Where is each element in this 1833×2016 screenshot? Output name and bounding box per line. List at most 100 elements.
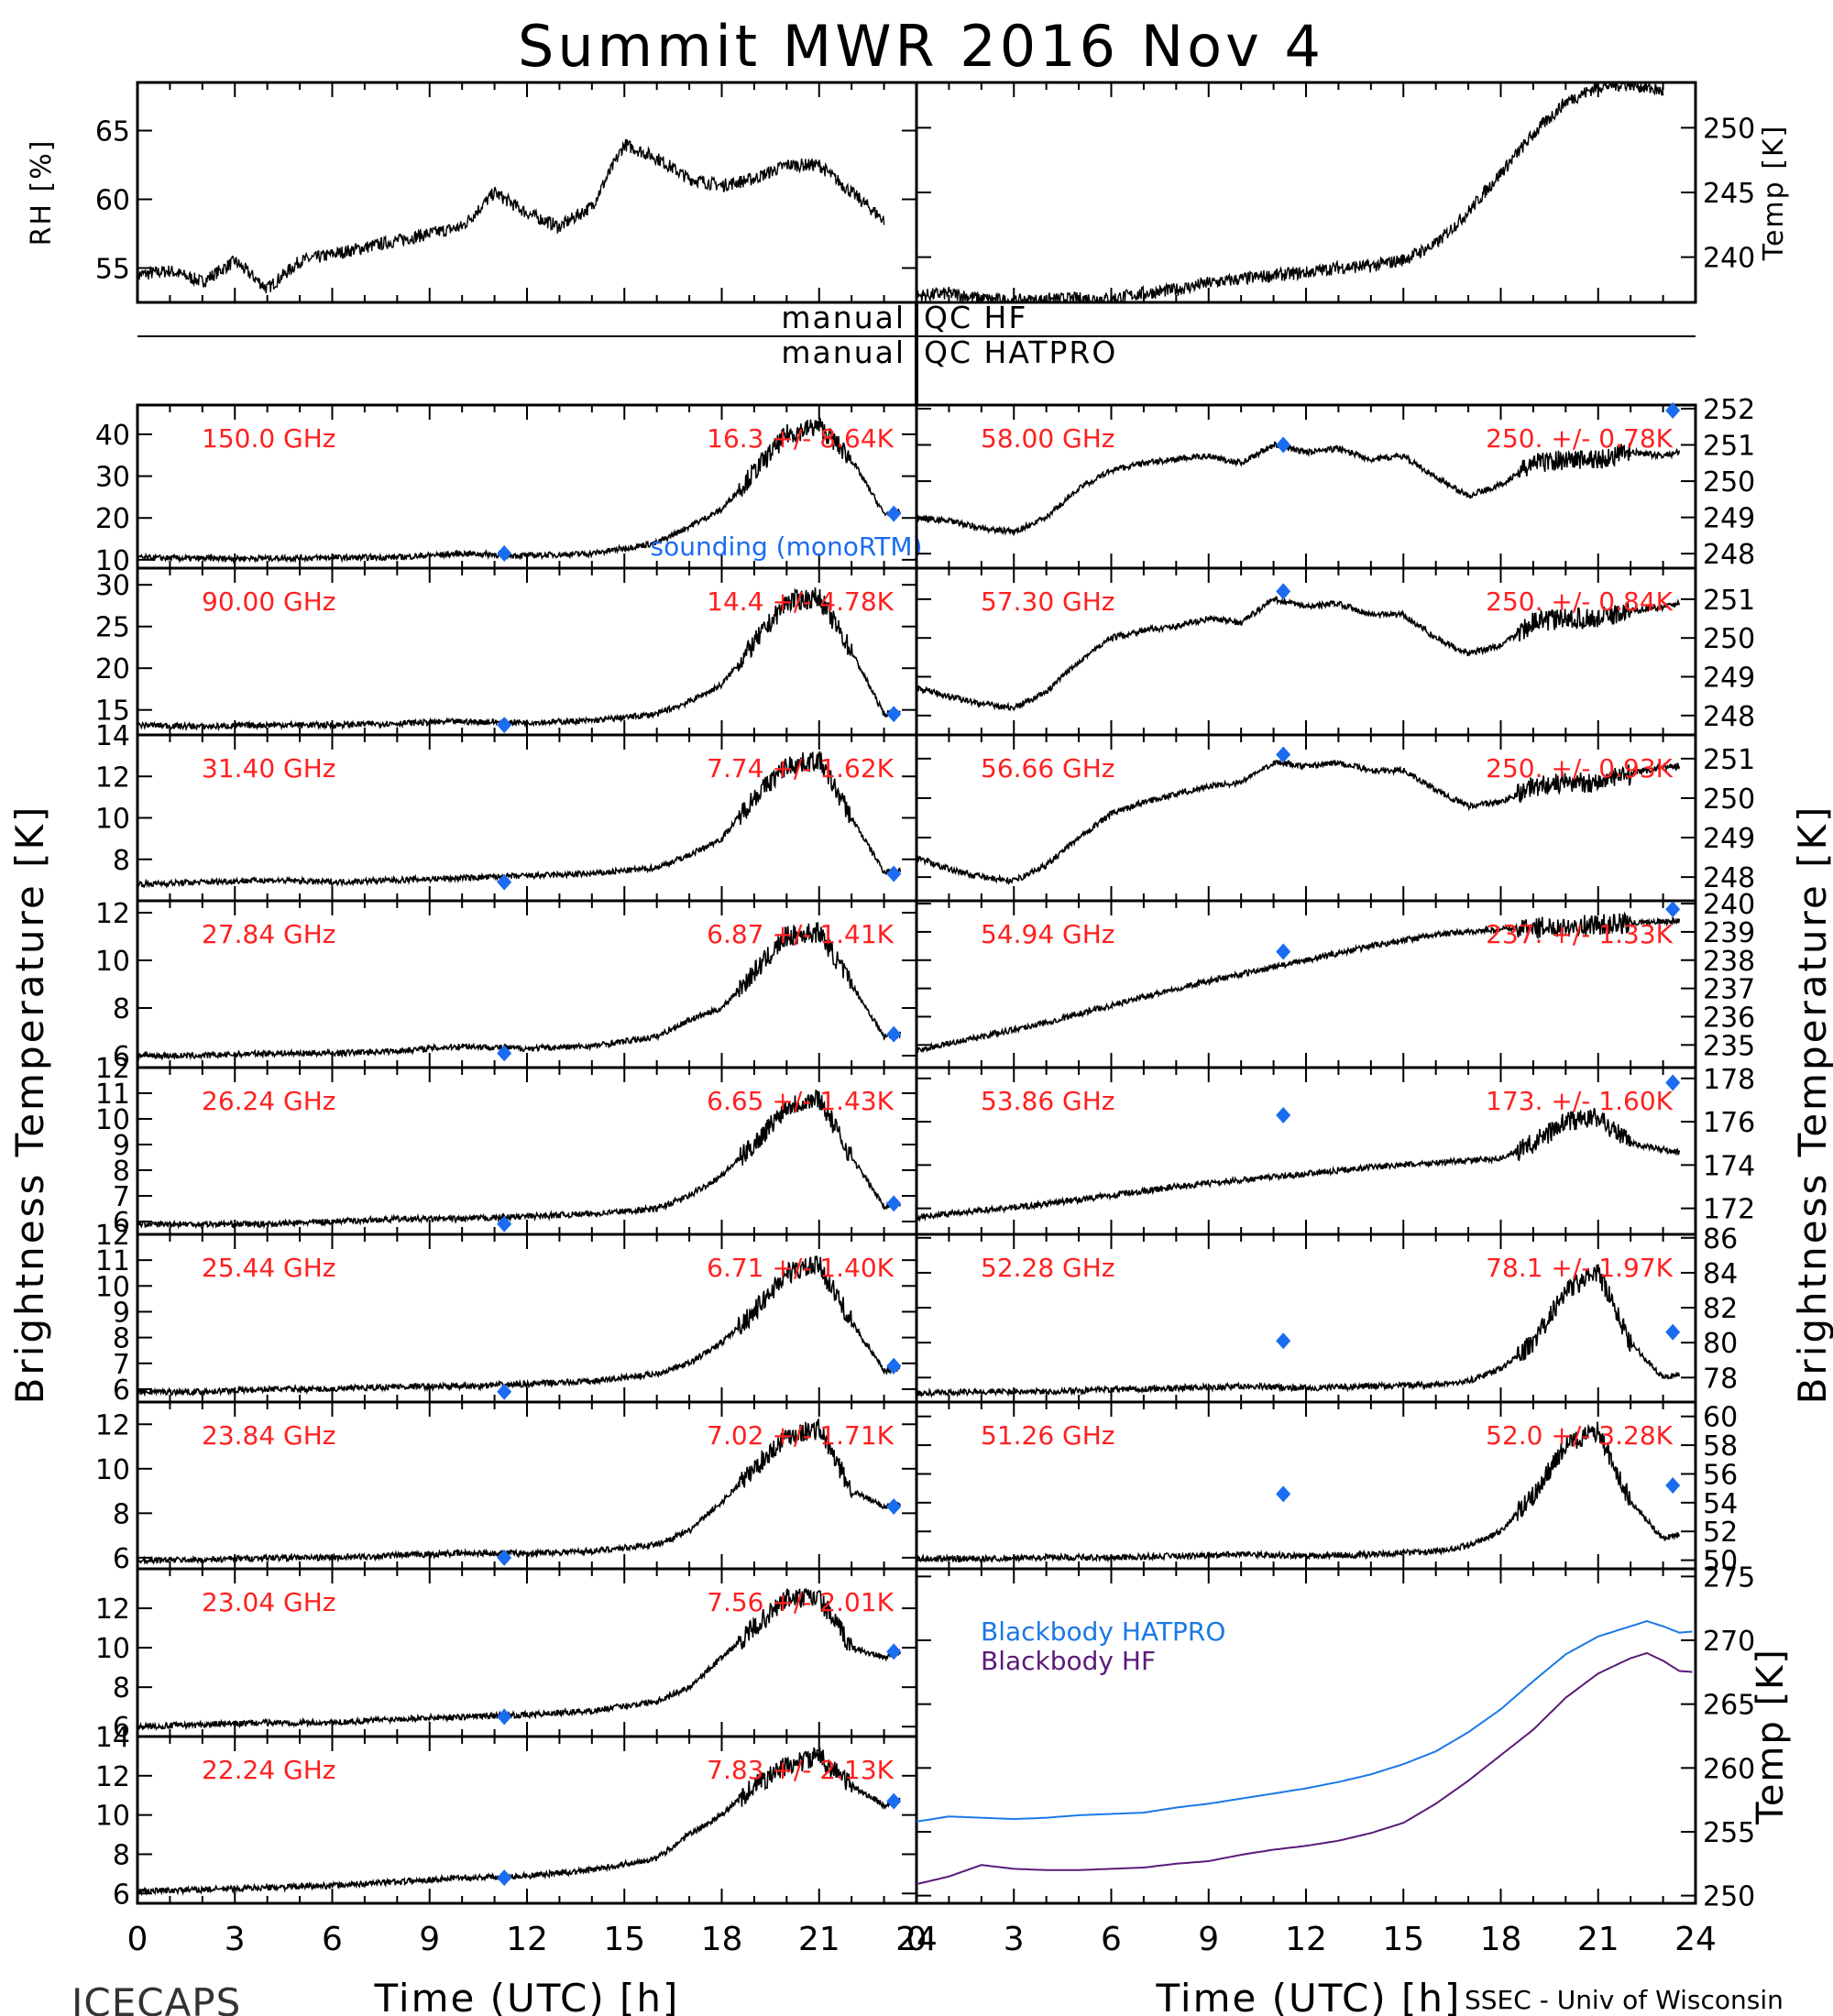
y-tick-label: 10 — [95, 1271, 130, 1303]
frequency-label: 52.28 GHz — [981, 1253, 1115, 1283]
y-tick-label: 12 — [95, 1053, 130, 1085]
y-tick-label: 8 — [113, 1156, 130, 1188]
footer-ssec: SSEC - Univ of Wisconsin — [1465, 1985, 1784, 2015]
y-tick-label: 248 — [1703, 701, 1755, 733]
y-tick-label: 30 — [95, 570, 130, 602]
left-y-axis-label: Brightness Temperature [K] — [7, 805, 52, 1405]
y-tick-label: 55 — [95, 254, 130, 286]
y-tick-label: 240 — [1703, 243, 1755, 275]
y-tick-label: 11 — [95, 1079, 130, 1111]
sounding-point — [1665, 1074, 1681, 1091]
qc-row1-right: QC HF — [924, 300, 1027, 335]
series-line-blackbody-hatpro — [916, 1620, 1693, 1823]
qc-row2-left: manual — [781, 334, 906, 370]
x-tick-label: 15 — [603, 1921, 645, 1958]
panel-y-axis-label: RH [%] — [26, 139, 58, 247]
y-tick-label: 52 — [1703, 1517, 1738, 1549]
frequency-label: 22.24 GHz — [202, 1755, 336, 1785]
frequency-label: 26.24 GHz — [202, 1086, 336, 1116]
frequency-label: 25.44 GHz — [202, 1253, 336, 1283]
stat-label: 7.56 +/- 2.01K — [707, 1587, 894, 1617]
y-tick-label: 8 — [113, 1672, 130, 1704]
y-tick-label: 14 — [95, 720, 130, 752]
y-tick-label: 174 — [1703, 1150, 1755, 1182]
series-line-23-84-ghz — [137, 1418, 902, 1566]
series-line-57-30-ghz — [916, 596, 1681, 712]
y-tick-label: 6 — [113, 1543, 130, 1575]
right-y-axis-label: Brightness Temperature [K] — [1790, 805, 1833, 1405]
series-line-31-40-ghz — [137, 751, 902, 890]
x-tick-label: 24 — [1674, 1921, 1717, 1958]
y-tick-label: 8 — [113, 1498, 130, 1530]
x-tick-label: 3 — [225, 1921, 246, 1958]
sounding-point — [1276, 583, 1291, 600]
y-tick-label: 10 — [95, 946, 130, 978]
y-tick-label: 60 — [1703, 1402, 1738, 1434]
y-tick-label: 252 — [1703, 394, 1755, 426]
y-tick-label: 6 — [113, 1041, 130, 1073]
y-tick-label: 60 — [95, 185, 130, 217]
stat-label: 6.65 +/- 1.43K — [707, 1086, 894, 1116]
sounding-point — [497, 1045, 512, 1062]
y-tick-label: 178 — [1703, 1064, 1755, 1096]
y-tick-label: 6 — [113, 1207, 130, 1239]
y-tick-label: 238 — [1703, 946, 1755, 978]
y-tick-label: 78 — [1703, 1363, 1738, 1395]
y-tick-label: 265 — [1703, 1690, 1755, 1722]
panel-rh: 55 60 65 RH [%] — [26, 81, 918, 304]
stat-label: 6.87 +/- 1.41K — [707, 919, 894, 949]
sounding-point — [886, 1025, 902, 1043]
sounding-point — [1665, 901, 1681, 918]
y-tick-label: 10 — [95, 1633, 130, 1665]
sounding-legend: sounding (monoRTM) — [651, 531, 923, 562]
stat-label: 6.71 +/- 1.40K — [707, 1253, 894, 1283]
y-tick-label: 239 — [1703, 917, 1755, 949]
y-tick-label: 270 — [1703, 1626, 1755, 1658]
stat-label: 52.0 +/- 3.28K — [1486, 1420, 1673, 1451]
y-tick-label: 25 — [95, 612, 130, 644]
stat-label: 78.1 +/- 1.97K — [1486, 1253, 1673, 1283]
y-tick-label: 14 — [95, 1722, 130, 1754]
y-tick-label: 6 — [113, 1879, 130, 1911]
frequency-label: 51.26 GHz — [981, 1420, 1115, 1451]
frequency-label: 27.84 GHz — [202, 919, 336, 949]
sounding-point — [886, 706, 902, 723]
x-tick-label: 12 — [1285, 1921, 1327, 1958]
y-tick-label: 12 — [95, 1220, 130, 1252]
x-tick-label: 21 — [1577, 1921, 1619, 1958]
sounding-point — [1665, 1477, 1681, 1494]
y-tick-label: 80 — [1703, 1328, 1738, 1360]
series-line-temp — [916, 81, 1664, 304]
panel-23-84-ghz: 6 8 10 12 23.84 GHz 7.02 +/- 1.71K — [95, 1400, 918, 1575]
x-tick-label: 15 — [1382, 1921, 1424, 1958]
series-line-56-66-ghz — [916, 759, 1681, 885]
frequency-label: 58.00 GHz — [981, 423, 1115, 454]
frequency-label: 23.04 GHz — [202, 1587, 336, 1617]
qc-row1-left: manual — [781, 300, 906, 335]
y-tick-label: 6 — [113, 1375, 130, 1407]
frequency-label: 23.84 GHz — [202, 1420, 336, 1451]
x-tick-label: 18 — [701, 1921, 743, 1958]
y-tick-label: 30 — [95, 462, 130, 494]
y-tick-label: 12 — [95, 898, 130, 930]
stat-label: 14.4 +/- 4.78K — [707, 586, 894, 617]
sounding-point — [1276, 943, 1291, 960]
sounding-point — [1665, 1323, 1681, 1341]
sounding-point — [497, 1549, 512, 1566]
x-axis-label-right: Time (UTC) [h] — [1156, 1976, 1462, 2016]
panel-y-axis-label: Temp [K] — [1750, 1648, 1792, 1825]
sounding-point — [886, 1195, 902, 1212]
panel-56-66-ghz: 248 249 250 251 56.66 GHz 250. +/- 0.93K — [915, 733, 1755, 903]
series-line-150-0-ghz — [137, 417, 902, 564]
series-line-26-24-ghz — [137, 1090, 902, 1230]
y-tick-label: 12 — [95, 1594, 130, 1626]
panel-150-0-ghz: 10 20 30 40 150.0 GHz 16.3 +/- 8.64K sounding … — [95, 403, 923, 577]
stat-label: 237. +/- 1.33K — [1486, 919, 1673, 949]
panel-90-00-ghz: 15 20 25 30 90.00 GHz 14.4 +/- 4.78K — [95, 566, 918, 737]
y-tick-label: 10 — [95, 1104, 130, 1136]
sounding-point — [1276, 436, 1291, 454]
sounding-point — [497, 1383, 512, 1400]
